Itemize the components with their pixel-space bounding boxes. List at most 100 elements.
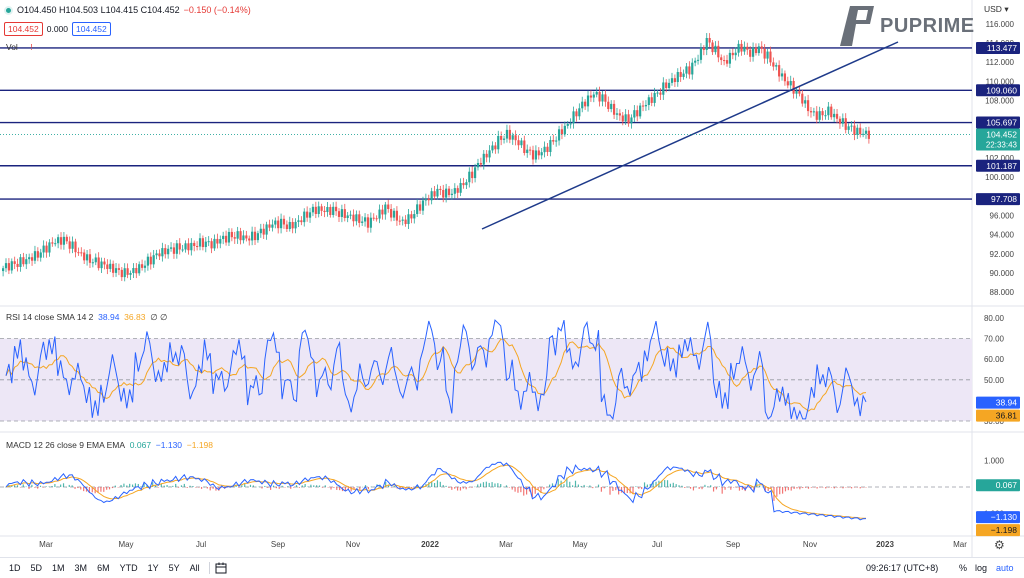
candle-body [204, 241, 207, 248]
candle-body [691, 62, 694, 75]
candle-body [311, 206, 315, 213]
candle-body [555, 140, 558, 142]
candle-body [178, 243, 181, 250]
candle-body [699, 47, 703, 60]
change-value: −0.150 (−0.14%) [183, 5, 251, 15]
macd-histogram-bar [267, 487, 269, 488]
candle-body [30, 257, 34, 261]
macd-histogram-bar [756, 482, 758, 487]
candle-body [201, 238, 205, 248]
candle-body [653, 92, 656, 103]
macd-histogram-bar [848, 487, 850, 488]
candle-body [473, 167, 477, 179]
candle-body [395, 210, 399, 221]
candle-body [468, 171, 471, 183]
macd-histogram-bar [684, 487, 686, 488]
date-range-icon[interactable] [214, 561, 228, 575]
candle-body [847, 126, 850, 130]
timeframe-button[interactable]: 3M [74, 563, 88, 573]
candle-body [143, 265, 147, 268]
timeframe-button[interactable]: YTD [119, 563, 138, 573]
candle-body [621, 115, 624, 122]
chart-canvas[interactable]: 116.000114.000112.000110.000108.000106.0… [0, 0, 1024, 557]
percent-toggle[interactable]: % [959, 563, 968, 573]
macd-line-badge-label: −1.130 [991, 512, 1018, 522]
sell-price-box[interactable]: 104.452 [4, 22, 43, 36]
candle-body [68, 241, 71, 249]
candle-body [630, 117, 633, 124]
timeframe-buttons: 1D 5D 1M 3M 6M YTD 1Y 5Y All [0, 563, 205, 573]
level-price-badge [976, 41, 1020, 54]
macd-histogram-bar [635, 486, 637, 487]
macd-histogram-bar [445, 485, 447, 487]
candle-body [294, 221, 297, 229]
candle-body [783, 73, 787, 82]
log-toggle[interactable]: log [975, 563, 988, 573]
macd-histogram-bar [356, 486, 358, 488]
macd-histogram-bar [477, 484, 479, 487]
candle-body [572, 111, 575, 124]
buy-price-box[interactable]: 104.452 [72, 22, 111, 36]
macd-histogram-bar [28, 487, 30, 489]
macd-histogram-bar [247, 486, 249, 488]
macd-histogram-bar [566, 477, 568, 487]
auto-toggle[interactable]: auto [996, 563, 1014, 573]
macd-tick-label: 1.000 [984, 456, 1005, 465]
candle-body [670, 78, 674, 83]
timeframe-button[interactable]: All [189, 563, 200, 573]
candle-body [809, 111, 813, 113]
macd-signal-badge-label: −1.198 [991, 525, 1018, 535]
timeframe-button[interactable]: 5Y [168, 563, 180, 573]
candle-body [149, 256, 152, 265]
macd-histogram-bar [154, 485, 157, 487]
macd-histogram-bar [828, 487, 830, 488]
candle-body [534, 150, 537, 160]
timeframe-button[interactable]: 1Y [147, 563, 159, 573]
macd-histogram-bar [609, 487, 611, 495]
settings-gear-icon[interactable]: ⚙ [994, 538, 1005, 552]
candle-body [644, 105, 648, 107]
timeframe-button[interactable]: 6M [97, 563, 110, 573]
macd-histogram-bar [97, 487, 99, 493]
candle-body [129, 273, 132, 275]
macd-histogram-bar [551, 483, 554, 487]
warning-icon[interactable]: ! [30, 43, 33, 52]
macd-histogram-bar [209, 487, 211, 491]
clock-readout[interactable]: 09:26:17 (UTC+8) [866, 563, 939, 573]
candle-body [835, 113, 839, 119]
macd-histogram-bar [195, 487, 197, 488]
candle-body [795, 90, 798, 94]
price-tick-label: 88.000 [990, 288, 1015, 297]
macd-histogram-bar [500, 484, 502, 487]
macd-histogram-bar [34, 487, 36, 488]
timeframe-button[interactable]: 1D [9, 563, 21, 573]
candle-body [589, 95, 593, 98]
candle-body [279, 218, 283, 229]
macd-histogram-bar [632, 487, 634, 494]
macd-histogram-bar [612, 487, 614, 491]
macd-histogram-bar [845, 487, 847, 488]
candle-body [737, 43, 740, 53]
candle-body [641, 105, 645, 107]
candle-body [546, 146, 549, 152]
macd-histogram-bar [321, 487, 323, 488]
macd-histogram-bar [862, 487, 864, 488]
candle-body [456, 188, 459, 193]
candle-body [297, 220, 300, 222]
currency-selector[interactable]: USD ▾ [984, 4, 1009, 14]
macd-histogram-bar [526, 487, 528, 495]
timeframe-button[interactable]: 5D [30, 563, 43, 573]
macd-histogram-bar [494, 483, 496, 487]
candle-body [117, 268, 121, 270]
macd-histogram-bar [166, 485, 168, 487]
macd-histogram-bar [482, 482, 485, 487]
candle-body [723, 60, 726, 62]
candle-body [439, 188, 442, 190]
timeframe-button[interactable]: 1M [52, 563, 65, 573]
time-axis-label: Sep [270, 540, 286, 549]
candle-body [442, 189, 445, 198]
candle-body [196, 246, 199, 248]
candle-body [262, 228, 265, 235]
macd-histogram-bar [758, 485, 761, 487]
candle-body [827, 106, 830, 116]
